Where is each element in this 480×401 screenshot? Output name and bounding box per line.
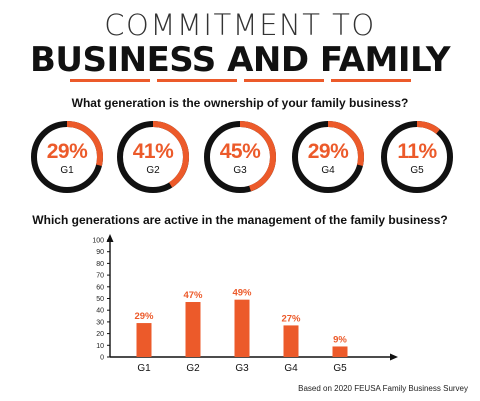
x-tick-label: G2 bbox=[186, 363, 200, 374]
y-tick-label: 10 bbox=[96, 343, 104, 350]
y-tick-label: 0 bbox=[100, 355, 104, 362]
title-underline-3 bbox=[244, 79, 324, 82]
ring-progress-arc bbox=[292, 121, 364, 193]
ring-percent: 45% bbox=[219, 140, 261, 163]
bar-g2 bbox=[185, 302, 201, 357]
ownership-question: What generation is the ownership of your… bbox=[71, 96, 409, 110]
ring-progress-arc bbox=[204, 121, 276, 193]
y-axis-arrow bbox=[106, 234, 114, 242]
y-tick-label: 30 bbox=[96, 319, 104, 326]
y-tick-label: 90 bbox=[96, 249, 104, 256]
ring-percent: 11% bbox=[397, 140, 437, 163]
ring-svg bbox=[381, 121, 453, 193]
bar-data-label: 29% bbox=[134, 311, 154, 322]
x-tick-label: G5 bbox=[333, 363, 347, 374]
ownership-ring-g2: 41% G2 bbox=[116, 120, 190, 194]
ownership-ring-g5: 11% G5 bbox=[380, 120, 454, 194]
source-note: Based on 2020 FEUSA Family Business Surv… bbox=[298, 384, 468, 393]
title-underline-1 bbox=[70, 79, 150, 82]
bar-g1 bbox=[136, 323, 152, 357]
x-tick-label: G3 bbox=[235, 363, 249, 374]
management-question: Which generations are active in the mana… bbox=[32, 213, 448, 227]
ownership-ring-g1: 29% G1 bbox=[30, 120, 104, 194]
ring-generation: G4 bbox=[321, 165, 335, 176]
ring-progress-arc bbox=[117, 121, 189, 193]
ring-generation: G3 bbox=[233, 165, 247, 176]
bar-g4 bbox=[283, 325, 299, 357]
ring-progress-arc bbox=[31, 121, 103, 193]
ring-svg bbox=[292, 121, 364, 193]
y-tick-label: 50 bbox=[96, 296, 104, 303]
y-tick-label: 80 bbox=[96, 261, 104, 268]
ring-svg bbox=[117, 121, 189, 193]
y-tick-label: 100 bbox=[92, 238, 104, 245]
x-axis-arrow bbox=[390, 353, 398, 361]
title-line-1: COMMITMENT TO bbox=[104, 8, 376, 42]
bar-g5 bbox=[332, 346, 348, 357]
ring-percent: 29% bbox=[307, 140, 349, 163]
ring-svg bbox=[204, 121, 276, 193]
bar-data-label: 27% bbox=[281, 313, 301, 324]
bar-data-label: 9% bbox=[333, 334, 347, 345]
ring-svg bbox=[31, 121, 103, 193]
y-tick-label: 60 bbox=[96, 284, 104, 291]
ownership-ring-g4: 29% G4 bbox=[291, 120, 365, 194]
ring-percent: 29% bbox=[46, 140, 88, 163]
ring-generation: G2 bbox=[146, 165, 160, 176]
management-bar-chart: 0 10 20 30 40 50 60 70 80 90 100 29% G1 47% G2 49% G3 27%… bbox=[92, 234, 398, 374]
y-tick-label: 70 bbox=[96, 273, 104, 280]
title-underline-4 bbox=[331, 79, 411, 82]
x-tick-label: G4 bbox=[284, 363, 298, 374]
ownership-ring-g3: 45% G3 bbox=[203, 120, 277, 194]
ring-generation: G1 bbox=[60, 165, 74, 176]
y-tick-label: 40 bbox=[96, 308, 104, 315]
ring-generation: G5 bbox=[410, 165, 424, 176]
x-tick-label: G1 bbox=[137, 363, 151, 374]
bar-g3 bbox=[234, 299, 250, 357]
bar-data-label: 47% bbox=[183, 290, 203, 301]
ring-percent: 41% bbox=[132, 140, 174, 163]
bar-data-label: 49% bbox=[232, 288, 252, 299]
y-tick-label: 20 bbox=[96, 331, 104, 338]
title-underline-2 bbox=[157, 79, 237, 82]
title-line-2: BUSINESS AND FAMILY bbox=[29, 40, 451, 80]
ring-progress-arc bbox=[381, 121, 453, 193]
